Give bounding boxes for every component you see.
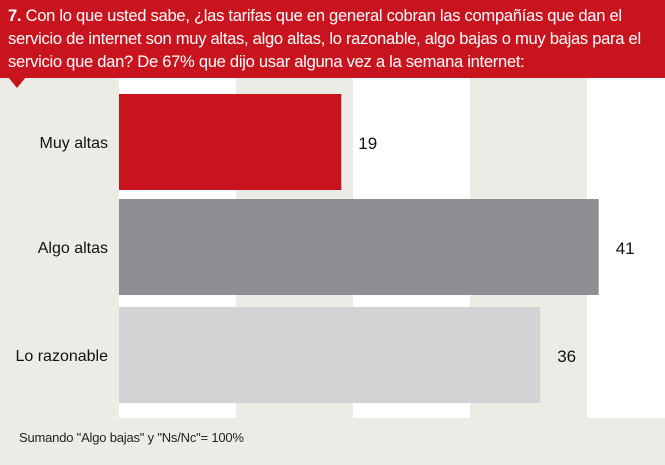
- question-number: 7.: [8, 6, 22, 25]
- chart-title: 7. Con lo que usted sabe, ¿las tarifas q…: [8, 4, 658, 73]
- header-pointer: [8, 77, 26, 88]
- bar-2: [119, 199, 599, 295]
- data-label: 19: [358, 134, 377, 153]
- question-text: Con lo que usted sabe, ¿las tarifas que …: [8, 6, 641, 71]
- data-label: 41: [616, 239, 635, 258]
- category-label: Algo altas: [38, 240, 108, 257]
- data-label: 36: [557, 347, 576, 366]
- bar-1: [119, 94, 342, 190]
- category-label: Lo razonable: [15, 348, 108, 365]
- grid-band: [587, 78, 665, 418]
- category-label: Muy altas: [40, 135, 108, 152]
- header-banner: 7. Con lo que usted sabe, ¿las tarifas q…: [0, 0, 665, 78]
- footnote: Sumando "Algo bajas" y "Ns/Nc"= 100%: [19, 430, 244, 445]
- bar-3: [119, 307, 541, 403]
- bar-chart: Muy altas 19 Algo altas 41 Lo razonable 36: [15, 78, 665, 418]
